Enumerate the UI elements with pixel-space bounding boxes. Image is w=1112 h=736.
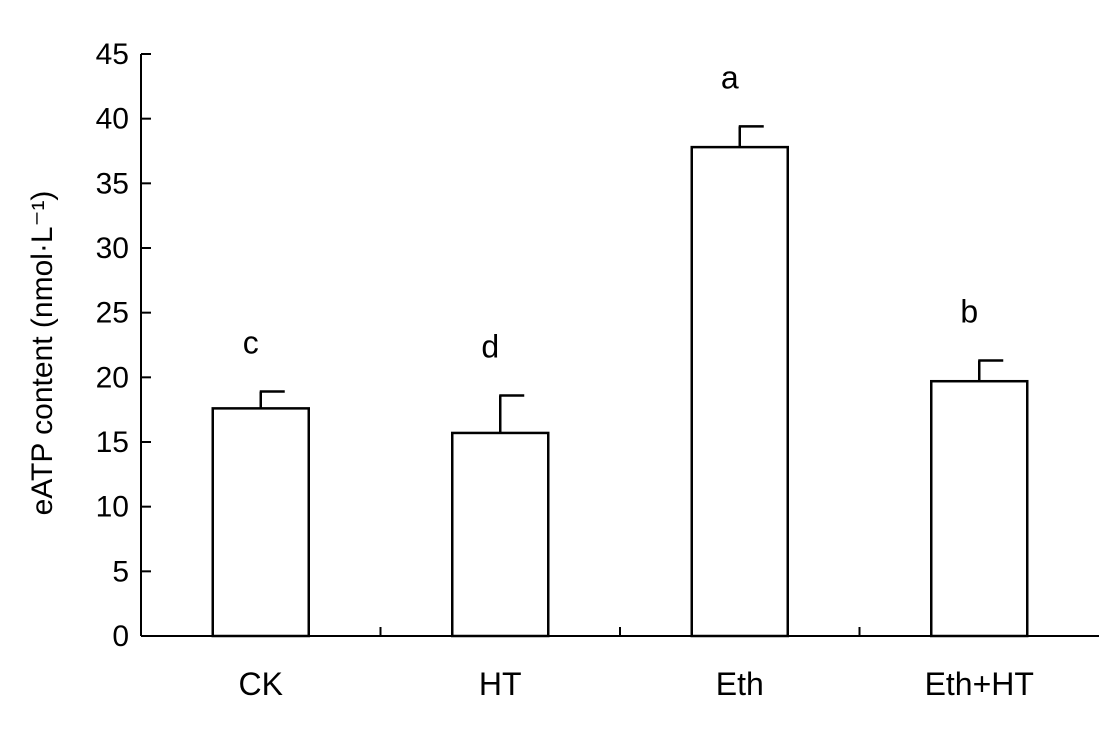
y-tick-label: 40 [96, 103, 129, 136]
x-tick-label: HT [479, 666, 522, 702]
bar-ht [451, 431, 550, 638]
x-tick-label: Eth+HT [925, 666, 1034, 702]
y-tick-label: 5 [112, 555, 129, 588]
significance-label: b [960, 294, 978, 330]
bar-ck [211, 407, 310, 638]
y-tick-label: 20 [96, 361, 129, 394]
significance-label: d [481, 328, 499, 364]
labels: c CK d HT a Eth b Eth+HT [239, 59, 1034, 702]
y-tick-label: 35 [96, 167, 129, 200]
y-tick-label: 10 [96, 491, 129, 524]
bars [211, 125, 1029, 638]
y-tick-label: 25 [96, 297, 129, 330]
y-tick-label: 45 [96, 38, 129, 71]
y-tick-label: 0 [112, 620, 129, 653]
bar-eth-ht [930, 379, 1029, 638]
axes: 0 5 10 15 20 25 30 35 40 45 [96, 38, 1099, 653]
x-tick-label: CK [239, 666, 283, 702]
x-tick-label: Eth [716, 666, 764, 702]
significance-label: a [721, 59, 739, 95]
y-tick-label: 30 [96, 232, 129, 265]
significance-label: c [243, 325, 259, 361]
y-axis-label: eATP content (nmol·L⁻¹) [26, 191, 59, 516]
bar-eth [690, 145, 789, 638]
y-tick-label: 15 [96, 426, 129, 459]
